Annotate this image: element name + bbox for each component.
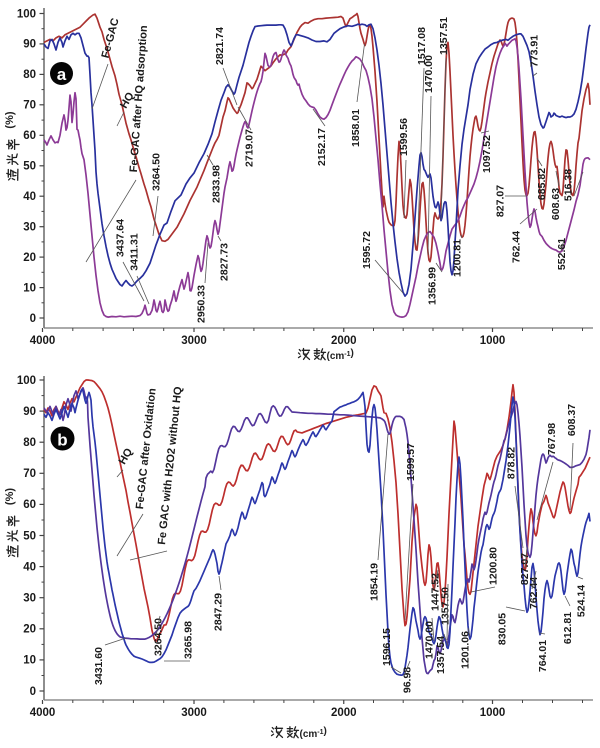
svg-text:3264.50: 3264.50 [153,618,165,656]
svg-text:80: 80 [23,437,36,449]
svg-text:(cm-1): (cm-1) [300,726,327,740]
svg-text:2000: 2000 [331,707,357,719]
svg-text:3431.60: 3431.60 [93,647,105,685]
svg-text:3000: 3000 [181,335,207,347]
svg-text:1000: 1000 [480,335,506,347]
svg-text:HQ: HQ [117,446,136,467]
svg-text:830.05: 830.05 [497,613,509,645]
svg-text:608.63: 608.63 [550,188,562,220]
svg-text:1357.50: 1357.50 [440,587,452,625]
svg-text:100: 100 [17,8,36,20]
svg-text:b: b [57,431,67,450]
svg-text:70: 70 [23,100,36,112]
svg-text:90: 90 [23,406,36,418]
svg-text:0: 0 [30,313,36,325]
svg-text:50: 50 [23,530,36,542]
svg-text:1854.19: 1854.19 [369,563,381,601]
svg-text:524.14: 524.14 [576,585,588,617]
svg-text:773.91: 773.91 [529,35,541,67]
svg-text:2000: 2000 [331,335,357,347]
svg-text:2152.17: 2152.17 [316,128,328,166]
svg-text:(%): (%) [4,111,16,128]
svg-text:10: 10 [23,655,36,667]
svg-text:767.98: 767.98 [546,423,558,455]
svg-text:764.01: 764.01 [537,640,549,672]
svg-text:1858.01: 1858.01 [350,109,362,147]
svg-text:a: a [57,65,67,84]
svg-text:Fe GAC with H2O2 without HQ: Fe GAC with H2O2 without HQ [156,386,185,546]
svg-text:2827.73: 2827.73 [219,243,231,281]
svg-text:96.98: 96.98 [402,667,414,693]
svg-text:685.82: 685.82 [536,168,548,200]
svg-text:4000: 4000 [30,335,56,347]
svg-text:20: 20 [23,624,36,636]
svg-text:(%): (%) [4,488,16,505]
svg-text:10: 10 [23,282,36,294]
svg-text:1201.06: 1201.06 [460,631,472,669]
svg-text:4000: 4000 [30,707,56,719]
svg-text:827.07: 827.07 [519,553,531,585]
svg-text:60: 60 [23,499,36,511]
svg-text:1596.15: 1596.15 [381,628,393,666]
svg-text:1000: 1000 [480,707,506,719]
svg-text:1599.56: 1599.56 [398,118,410,156]
svg-text:2950.33: 2950.33 [196,285,208,323]
svg-text:0: 0 [30,686,36,698]
svg-text:1357.51: 1357.51 [438,17,450,55]
svg-text:30: 30 [23,593,36,605]
svg-text:50: 50 [23,161,36,173]
svg-text:1357.54: 1357.54 [435,636,447,674]
svg-text:3265.98: 3265.98 [183,621,195,659]
svg-text:827.07: 827.07 [495,185,507,217]
svg-text:1595.72: 1595.72 [361,231,373,269]
svg-text:1599.57: 1599.57 [405,443,417,481]
svg-text:1470.00: 1470.00 [424,621,436,659]
svg-text:(cm-1): (cm-1) [327,348,354,362]
svg-text:2847.29: 2847.29 [213,593,225,631]
svg-text:2833.98: 2833.98 [211,165,223,203]
svg-text:612.81: 612.81 [562,612,574,644]
svg-text:1200.81: 1200.81 [452,239,464,277]
svg-text:1517.08: 1517.08 [416,27,428,65]
svg-text:3000: 3000 [181,707,207,719]
svg-text:1097.52: 1097.52 [481,135,493,173]
svg-text:40: 40 [23,561,36,573]
svg-text:552.61: 552.61 [556,238,568,270]
svg-text:3264.50: 3264.50 [151,153,163,191]
svg-text:3437.64: 3437.64 [115,219,127,257]
svg-text:3411.31: 3411.31 [129,233,141,271]
svg-text:20: 20 [23,252,36,264]
svg-text:2719.07: 2719.07 [244,129,256,167]
svg-text:1470.00: 1470.00 [423,55,435,93]
svg-text:70: 70 [23,468,36,480]
svg-text:80: 80 [23,69,36,81]
svg-text:100: 100 [17,375,36,387]
svg-text:90: 90 [23,39,36,51]
svg-text:30: 30 [23,222,36,234]
svg-text:1200.80: 1200.80 [488,547,500,585]
svg-text:Fe-GAC after Oxidation: Fe-GAC after Oxidation [134,387,159,509]
svg-text:878.82: 878.82 [506,447,518,479]
svg-text:762.44: 762.44 [511,231,523,263]
svg-text:60: 60 [23,130,36,142]
svg-text:2821.74: 2821.74 [214,27,226,65]
svg-text:516.38: 516.38 [563,169,575,201]
svg-text:1356.99: 1356.99 [427,267,439,305]
svg-text:762.44: 762.44 [528,577,540,609]
svg-text:608.37: 608.37 [566,404,578,436]
svg-text:1447.52: 1447.52 [430,573,442,611]
svg-text:40: 40 [23,191,36,203]
